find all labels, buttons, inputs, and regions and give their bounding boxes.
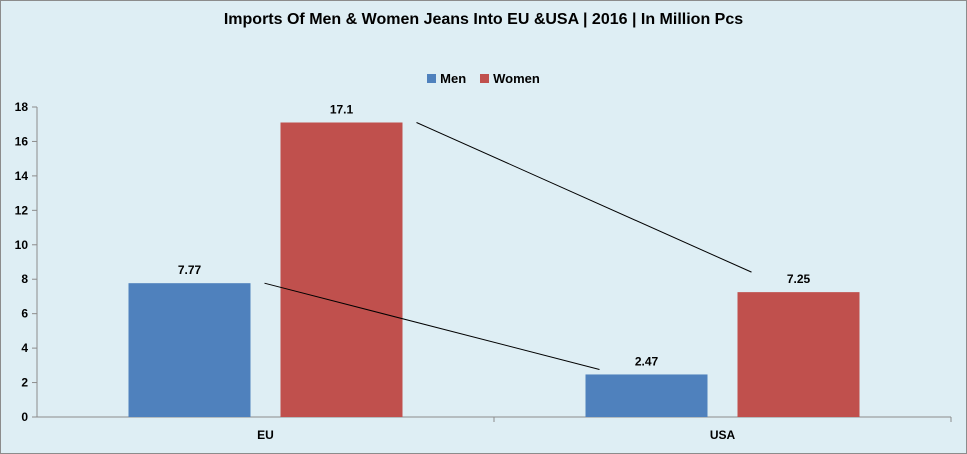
legend-swatch-women	[480, 74, 490, 83]
x-category-label: USA	[710, 428, 736, 442]
legend-label-men: Men	[440, 71, 467, 86]
y-tick-label: 12	[15, 203, 29, 217]
legend-item-men: Men	[427, 71, 466, 86]
bar-women-usa	[737, 292, 860, 417]
y-tick-label: 16	[15, 134, 29, 148]
data-label-men-usa: 2.47	[635, 354, 659, 368]
legend-label-women: Women	[493, 71, 540, 86]
bar-women-eu	[280, 122, 403, 417]
data-label-men-eu: 7.77	[178, 263, 202, 277]
legend-item-women: Women	[480, 71, 540, 86]
y-tick-label: 6	[21, 307, 28, 321]
legend-swatch-men	[427, 74, 437, 83]
y-tick-label: 2	[21, 376, 28, 390]
y-tick-label: 8	[21, 272, 28, 286]
y-tick-label: 18	[15, 100, 29, 114]
x-category-label: EU	[257, 428, 274, 442]
y-tick-label: 14	[15, 169, 29, 183]
y-tick-label: 0	[21, 410, 28, 424]
trend-line-women	[416, 122, 752, 273]
data-label-women-usa: 7.25	[787, 272, 811, 286]
y-tick-label: 10	[15, 238, 29, 252]
data-label-women-eu: 17.1	[330, 103, 354, 117]
chart-title: Imports Of Men & Women Jeans Into EU &US…	[223, 11, 744, 28]
legend: Men Women	[1, 71, 966, 86]
bar-men-usa	[585, 374, 708, 417]
y-tick-label: 4	[21, 341, 28, 355]
trend-line-men	[264, 282, 600, 370]
bar-men-eu	[128, 283, 251, 417]
